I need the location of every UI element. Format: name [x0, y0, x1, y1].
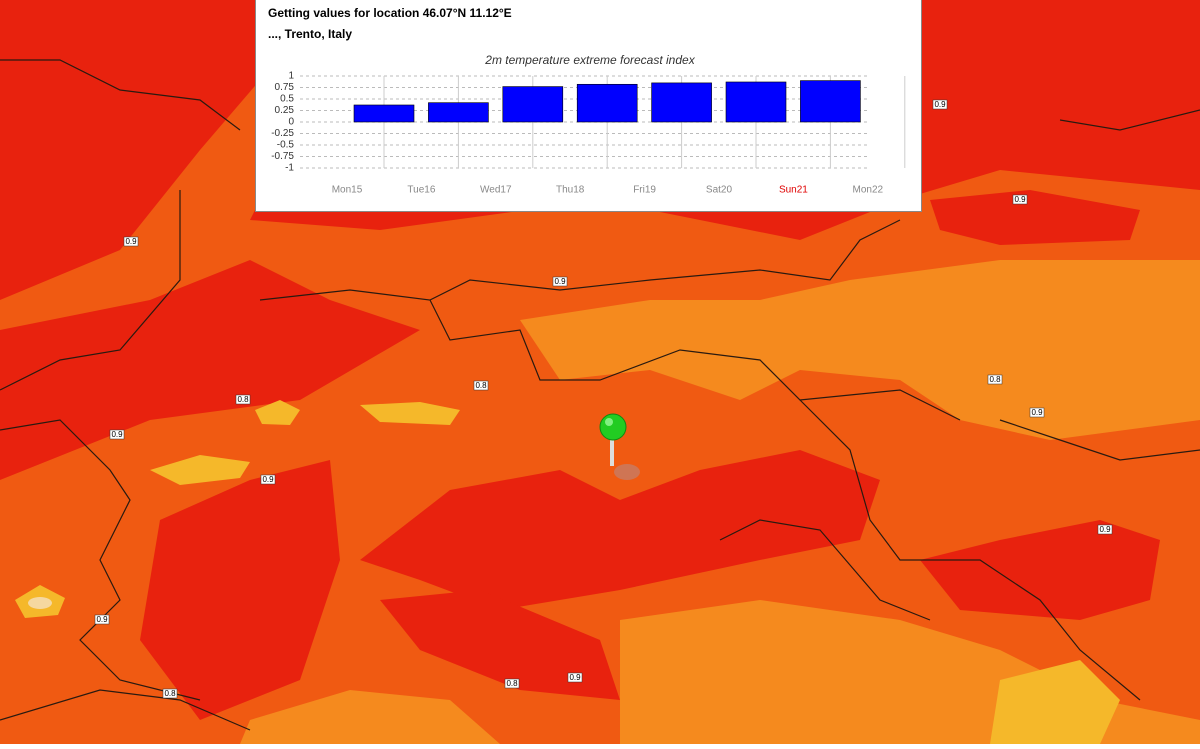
contour-label: 0.8	[237, 395, 249, 404]
popup-place: ..., Trento, Italy	[268, 27, 352, 41]
label-box	[567, 672, 583, 683]
label-box	[1012, 194, 1028, 205]
contour-label: 0.8	[475, 381, 487, 390]
bar	[800, 80, 861, 123]
label-box	[504, 678, 520, 689]
bar	[725, 81, 787, 123]
contour-label: 0.8	[506, 679, 518, 688]
x-tick-label: Sun21	[779, 185, 808, 196]
label-box	[1097, 524, 1113, 535]
y-tick-label: 0.75	[275, 82, 295, 93]
label-box	[123, 236, 139, 247]
x-tick-label: Thu18	[556, 185, 585, 196]
contour-labels: 0.9 0.9 0.9 0.9 0.8 0.9 0.8 0.8 0.9 0.9 …	[94, 99, 1113, 699]
contour-label: 0.9	[1014, 195, 1026, 204]
bar	[353, 104, 415, 123]
contour-label: 0.9	[569, 673, 581, 682]
chart-title: 2m temperature extreme forecast index	[484, 53, 695, 67]
contour-label: 0.8	[989, 375, 1001, 384]
x-tick-label: Mon22	[853, 185, 884, 196]
label-box	[235, 394, 251, 405]
label-box	[109, 429, 125, 440]
contour-label: 0.8	[164, 689, 176, 698]
y-tick-label: -0.25	[271, 128, 294, 139]
contour-label: 0.9	[262, 475, 274, 484]
contour-label: 0.9	[934, 100, 946, 109]
bar	[576, 83, 638, 123]
country-borders	[0, 59, 1200, 731]
label-box	[552, 276, 568, 287]
contour-label: 0.9	[554, 277, 566, 286]
contour-label: 0.9	[125, 237, 137, 246]
y-tick-label: 0.5	[280, 94, 294, 105]
contour-label: 0.9	[1099, 525, 1111, 534]
y-tick-label: 0	[288, 117, 294, 128]
x-tick-label: Wed17	[480, 185, 512, 196]
label-box	[94, 614, 110, 625]
y-tick-label: -0.5	[277, 140, 295, 151]
label-box	[987, 374, 1003, 385]
y-tick-label: -0.75	[271, 151, 294, 162]
label-box	[932, 99, 948, 110]
x-tick-label: Tue16	[407, 185, 435, 196]
popup-location: Getting values for location 46.07°N 11.1…	[268, 6, 512, 20]
contour-label: 0.9	[96, 615, 108, 624]
label-box	[260, 474, 276, 485]
x-tick-label: Fri19	[633, 185, 656, 196]
label-box	[1029, 407, 1045, 418]
y-tick-label: 1	[288, 71, 294, 82]
y-tick-label: -1	[285, 163, 294, 174]
location-pin[interactable]	[599, 413, 640, 480]
x-tick-label: Sat20	[706, 185, 733, 196]
contour-label: 0.9	[111, 430, 123, 439]
x-tick-label: Mon15	[332, 185, 363, 196]
label-box	[473, 380, 489, 391]
bar	[651, 82, 712, 123]
bar	[428, 102, 489, 123]
bar	[502, 86, 564, 123]
label-box	[162, 688, 178, 699]
y-tick-label: 0.25	[275, 105, 295, 116]
contour-label: 0.9	[1031, 408, 1043, 417]
